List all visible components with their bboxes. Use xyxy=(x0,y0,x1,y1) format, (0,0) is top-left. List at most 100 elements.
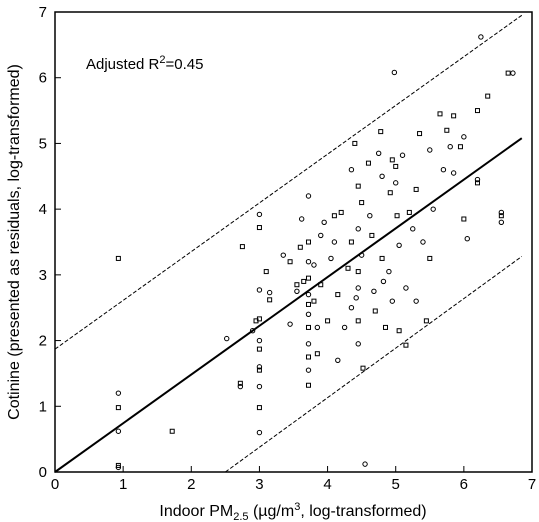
data-point xyxy=(485,93,491,99)
plot-lines xyxy=(54,14,523,473)
data-point xyxy=(263,269,269,275)
data-point xyxy=(396,242,402,248)
data-point xyxy=(256,346,262,352)
data-point xyxy=(318,282,324,288)
x-tick-label: 1 xyxy=(119,476,127,493)
data-point xyxy=(256,383,263,390)
data-point xyxy=(382,324,388,330)
data-point xyxy=(115,462,121,468)
y-tick-label: 5 xyxy=(39,135,47,152)
r-squared-annotation: Adjusted R2=0.45 xyxy=(86,54,203,73)
data-point xyxy=(287,259,293,265)
data-point xyxy=(287,321,293,327)
data-point xyxy=(427,255,433,261)
data-point xyxy=(331,213,337,219)
x-tick-label: 3 xyxy=(255,476,263,493)
data-point xyxy=(224,335,230,342)
data-point xyxy=(369,232,375,238)
data-point xyxy=(375,150,382,156)
data-point xyxy=(450,170,457,176)
data-point xyxy=(311,298,317,304)
data-point xyxy=(305,291,312,298)
data-point xyxy=(115,405,121,411)
data-point xyxy=(505,70,511,76)
x-tick-label: 0 xyxy=(51,476,59,493)
y-tick-label: 4 xyxy=(39,201,47,218)
data-point xyxy=(325,318,331,324)
data-point xyxy=(372,308,378,314)
data-point xyxy=(474,108,480,114)
data-point xyxy=(461,216,467,222)
data-point xyxy=(321,219,327,225)
data-point xyxy=(305,324,311,330)
data-point xyxy=(267,297,273,303)
data-point xyxy=(256,364,263,370)
data-point xyxy=(305,311,312,317)
y-axis-ticks: 0 1 2 3 4 5 6 7 xyxy=(39,4,61,481)
data-point xyxy=(338,209,344,215)
data-point xyxy=(417,131,423,137)
data-point xyxy=(403,285,409,291)
data-point xyxy=(510,70,516,76)
data-point xyxy=(413,298,419,304)
data-point xyxy=(314,324,321,331)
data-point xyxy=(314,351,320,357)
data-point xyxy=(352,140,358,146)
data-point xyxy=(355,285,361,291)
data-point xyxy=(498,213,504,219)
data-point xyxy=(365,160,371,166)
data-point xyxy=(294,282,300,288)
data-point xyxy=(305,354,311,360)
data-point xyxy=(305,367,312,373)
data-point xyxy=(355,318,361,324)
data-point xyxy=(298,216,305,222)
data-point xyxy=(256,225,262,231)
data-point xyxy=(430,206,436,212)
data-point xyxy=(355,341,361,347)
data-point xyxy=(387,190,393,196)
y-tick-label: 0 xyxy=(39,464,47,481)
data-point xyxy=(413,186,419,192)
data-point xyxy=(335,357,341,363)
data-point xyxy=(256,316,262,322)
data-point xyxy=(444,127,450,133)
data-point xyxy=(423,318,429,324)
data-point xyxy=(305,259,312,265)
data-point xyxy=(318,232,324,239)
data-point xyxy=(115,428,122,434)
data-point xyxy=(410,226,416,232)
data-point xyxy=(461,134,467,140)
plot-points xyxy=(115,34,516,471)
data-point xyxy=(393,180,399,186)
data-point xyxy=(294,288,300,294)
data-point xyxy=(280,252,286,258)
data-point xyxy=(403,342,409,348)
data-point xyxy=(256,367,262,373)
data-point xyxy=(266,289,273,296)
data-point xyxy=(451,113,457,119)
data-point xyxy=(360,365,366,371)
data-point xyxy=(305,341,312,347)
data-point xyxy=(420,239,426,245)
data-point xyxy=(440,167,447,173)
data-point xyxy=(256,211,263,218)
data-point xyxy=(406,209,412,215)
data-point xyxy=(341,324,348,331)
data-point xyxy=(256,429,263,436)
data-point xyxy=(311,262,317,268)
y-tick-label: 7 xyxy=(39,4,47,21)
data-point xyxy=(379,173,385,179)
data-point xyxy=(249,328,256,334)
data-point xyxy=(348,239,354,245)
data-point xyxy=(474,176,481,183)
data-point xyxy=(305,275,311,281)
data-point xyxy=(169,428,175,434)
data-point xyxy=(355,183,361,189)
data-point xyxy=(355,269,361,275)
data-point xyxy=(367,213,373,219)
x-tick-label: 2 xyxy=(187,476,195,493)
data-point xyxy=(348,305,355,311)
data-point xyxy=(328,255,334,262)
data-point xyxy=(305,301,311,307)
